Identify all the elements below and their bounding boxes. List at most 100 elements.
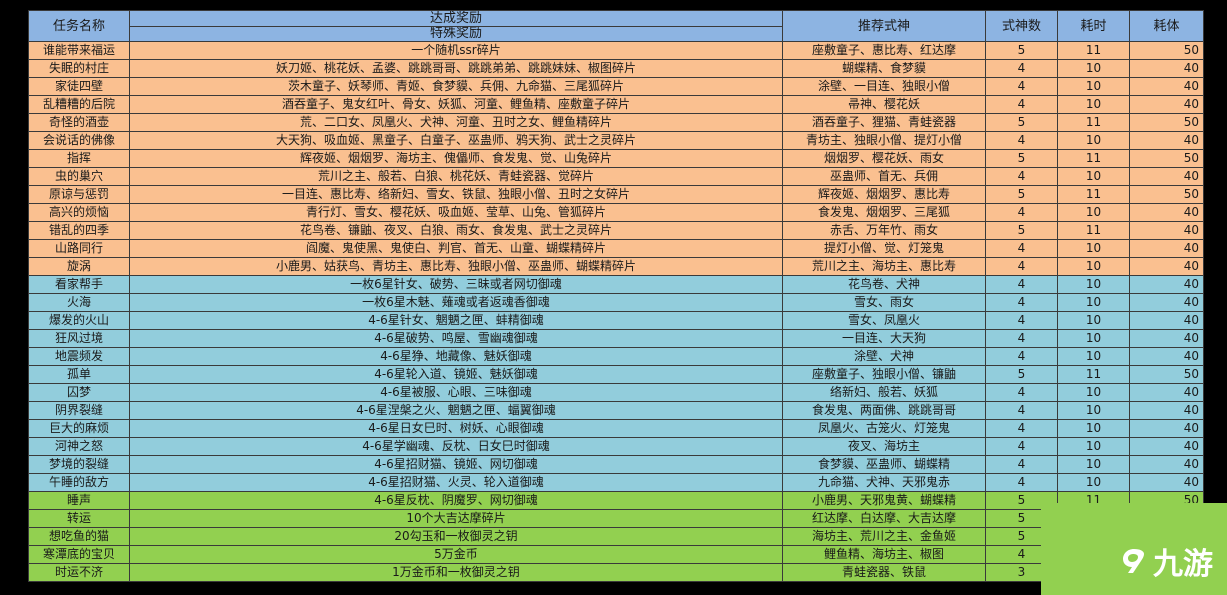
cell-count: 5 bbox=[985, 491, 1058, 510]
cell-reward: 4-6星学幽魂、反枕、日女巳时御魂 bbox=[129, 437, 783, 456]
cell-count: 4 bbox=[985, 437, 1058, 456]
cell-recommend: 提灯小僧、觉、灯笼鬼 bbox=[782, 239, 986, 258]
cell-recommend: 青坊主、独眼小僧、提灯小僧 bbox=[782, 131, 986, 150]
table-row: 睡声 4-6星反枕、阴魔罗、网切御魂 小鹿男、天邪鬼黄、蝴蝶精 5 11 50 bbox=[28, 491, 1204, 510]
col-header-stamina: 耗体 bbox=[1129, 10, 1204, 42]
cell-reward: 一个随机ssr碎片 bbox=[129, 41, 783, 60]
cell-name: 高兴的烦恼 bbox=[28, 203, 130, 222]
cell-reward: 4-6星被服、心眼、三味御魂 bbox=[129, 383, 783, 402]
cell-stamina: 50 bbox=[1129, 365, 1204, 384]
cell-reward: 20勾玉和一枚御灵之钥 bbox=[129, 527, 783, 546]
cell-name: 囚梦 bbox=[28, 383, 130, 402]
cell-count: 4 bbox=[985, 239, 1058, 258]
cell-time: 10 bbox=[1057, 131, 1130, 150]
cell-stamina: 40 bbox=[1129, 59, 1204, 78]
cell-time: 10 bbox=[1057, 473, 1130, 492]
cell-count: 4 bbox=[985, 59, 1058, 78]
cell-count: 4 bbox=[985, 347, 1058, 366]
watermark-text: 九游 bbox=[1153, 547, 1213, 582]
cell-name: 谁能带来福运 bbox=[28, 41, 130, 60]
cell-recommend: 荒川之主、海坊主、惠比寿 bbox=[782, 257, 986, 276]
cell-recommend: 鲤鱼精、海坊主、椒图 bbox=[782, 545, 986, 564]
table-row: 看家帮手 一枚6星针女、破势、三昧或者网切御魂 花鸟卷、犬神 4 10 40 bbox=[28, 275, 1204, 294]
cell-time: 10 bbox=[1057, 239, 1130, 258]
cell-name: 看家帮手 bbox=[28, 275, 130, 294]
cell-recommend: 巫蛊师、首无、兵佣 bbox=[782, 167, 986, 186]
cell-reward: 花鸟卷、镰鼬、夜叉、白狼、雨女、食发鬼、武士之灵碎片 bbox=[129, 221, 783, 240]
cell-name: 睡声 bbox=[28, 491, 130, 510]
cell-count: 5 bbox=[985, 185, 1058, 204]
cell-recommend: 络新妇、般若、妖狐 bbox=[782, 383, 986, 402]
cell-recommend: 凤凰火、古笼火、灯笼鬼 bbox=[782, 419, 986, 438]
cell-reward: 辉夜姬、烟烟罗、海坊主、傀儡师、食发鬼、觉、山兔碎片 bbox=[129, 149, 783, 168]
cell-time: 10 bbox=[1057, 347, 1130, 366]
cell-name: 失眠的村庄 bbox=[28, 59, 130, 78]
cell-reward: 一枚6星木魅、薙魂或者返魂香御魂 bbox=[129, 293, 783, 312]
table-row: 谁能带来福运 一个随机ssr碎片 座敷童子、惠比寿、红达摩 5 11 50 bbox=[28, 41, 1204, 60]
cell-count: 5 bbox=[985, 113, 1058, 132]
cell-count: 4 bbox=[985, 401, 1058, 420]
table-row: 指挥 辉夜姬、烟烟罗、海坊主、傀儡师、食发鬼、觉、山兔碎片 烟烟罗、樱花妖、雨女 5 1… bbox=[28, 149, 1204, 168]
cell-recommend: 辉夜姬、烟烟罗、惠比寿 bbox=[782, 185, 986, 204]
reward-table: 任务名称 达成奖励 推荐式神 式神数 耗时 耗体 特殊奖励 谁能带来福运 一个随机… bbox=[28, 10, 1204, 582]
table-row: 狂风过境 4-6星破势、鸣屋、雪幽魂御魂 一目连、大天狗 4 10 40 bbox=[28, 329, 1204, 348]
cell-reward: 阎魔、鬼使黑、鬼使白、判官、首无、山童、蝴蝶精碎片 bbox=[129, 239, 783, 258]
table-row: 囚梦 4-6星被服、心眼、三味御魂 络新妇、般若、妖狐 4 10 40 bbox=[28, 383, 1204, 402]
cell-count: 4 bbox=[985, 257, 1058, 276]
cell-reward: 青行灯、雪女、樱花妖、吸血姬、莹草、山兔、管狐碎片 bbox=[129, 203, 783, 222]
table-row: 时运不济 1万金币和一枚御灵之钥 青蛙瓷器、铁鼠 3 bbox=[28, 563, 1204, 582]
cell-time: 11 bbox=[1057, 185, 1130, 204]
cell-count: 5 bbox=[985, 149, 1058, 168]
cell-stamina: 40 bbox=[1129, 347, 1204, 366]
cell-time: 10 bbox=[1057, 203, 1130, 222]
cell-stamina: 50 bbox=[1129, 149, 1204, 168]
cell-name: 虫的巢穴 bbox=[28, 167, 130, 186]
table-row: 河神之怒 4-6星学幽魂、反枕、日女巳时御魂 夜叉、海坊主 4 10 40 bbox=[28, 437, 1204, 456]
cell-name: 会说话的佛像 bbox=[28, 131, 130, 150]
cell-count: 4 bbox=[985, 311, 1058, 330]
cell-stamina: 50 bbox=[1129, 113, 1204, 132]
cell-recommend: 食发鬼、两面佛、跳跳哥哥 bbox=[782, 401, 986, 420]
cell-time: 10 bbox=[1057, 95, 1130, 114]
table-row: 虫的巢穴 荒川之主、般若、白狼、桃花妖、青蛙瓷器、觉碎片 巫蛊师、首无、兵佣 4 10 4… bbox=[28, 167, 1204, 186]
cell-stamina: 40 bbox=[1129, 293, 1204, 312]
table-row: 火海 一枚6星木魅、薙魂或者返魂香御魂 雪女、雨女 4 10 40 bbox=[28, 293, 1204, 312]
cell-stamina: 40 bbox=[1129, 221, 1204, 240]
cell-reward: 10个大吉达摩碎片 bbox=[129, 509, 783, 528]
table-row: 家徒四壁 茨木童子、妖琴师、青姬、食梦貘、兵佣、九命猫、三尾狐碎片 涂壁、一目连、独… bbox=[28, 77, 1204, 96]
cell-time: 10 bbox=[1057, 419, 1130, 438]
table-row: 孤单 4-6星轮入道、镜姬、魅妖御魂 座敷童子、独眼小僧、镰鼬 5 11 50 bbox=[28, 365, 1204, 384]
cell-time: 11 bbox=[1057, 41, 1130, 60]
cell-stamina: 40 bbox=[1129, 239, 1204, 258]
cell-time: 10 bbox=[1057, 275, 1130, 294]
cell-reward: 一目连、惠比寿、络新妇、雪女、铁鼠、独眼小僧、丑时之女碎片 bbox=[129, 185, 783, 204]
cell-time: 10 bbox=[1057, 293, 1130, 312]
cell-reward: 5万金币 bbox=[129, 545, 783, 564]
cell-recommend: 蝴蝶精、食梦貘 bbox=[782, 59, 986, 78]
table-row: 会说话的佛像 大天狗、吸血姬、黑童子、白童子、巫蛊师、鸦天狗、武士之灵碎片 青坊主、… bbox=[28, 131, 1204, 150]
cell-reward: 4-6星轮入道、镜姬、魅妖御魂 bbox=[129, 365, 783, 384]
table-row: 失眠的村庄 妖刀姬、桃花妖、孟婆、跳跳哥哥、跳跳弟弟、跳跳妹妹、椒图碎片 蝴蝶精、食… bbox=[28, 59, 1204, 78]
cell-stamina: 40 bbox=[1129, 311, 1204, 330]
cell-recommend: 食发鬼、烟烟罗、三尾狐 bbox=[782, 203, 986, 222]
cell-recommend: 帚神、樱花妖 bbox=[782, 95, 986, 114]
table-row: 错乱的四季 花鸟卷、镰鼬、夜叉、白狼、雨女、食发鬼、武士之灵碎片 赤舌、万年竹、雨女… bbox=[28, 221, 1204, 240]
cell-stamina: 40 bbox=[1129, 257, 1204, 276]
cell-count: 4 bbox=[985, 329, 1058, 348]
cell-stamina: 40 bbox=[1129, 329, 1204, 348]
cell-stamina: 40 bbox=[1129, 77, 1204, 96]
cell-reward: 一枚6星针女、破势、三昧或者网切御魂 bbox=[129, 275, 783, 294]
cell-stamina: 40 bbox=[1129, 401, 1204, 420]
cell-name: 想吃鱼的猫 bbox=[28, 527, 130, 546]
cell-time: 11 bbox=[1057, 149, 1130, 168]
table-row: 阴界裂缝 4-6星涅槃之火、魍魉之匣、蝠翼御魂 食发鬼、两面佛、跳跳哥哥 4 10 40 bbox=[28, 401, 1204, 420]
cell-reward: 1万金币和一枚御灵之钥 bbox=[129, 563, 783, 582]
cell-stamina: 50 bbox=[1129, 41, 1204, 60]
cell-reward: 4-6星针女、魍魉之匣、蚌精御魂 bbox=[129, 311, 783, 330]
col-header-name: 任务名称 bbox=[28, 10, 130, 42]
cell-time: 10 bbox=[1057, 77, 1130, 96]
cell-stamina: 40 bbox=[1129, 419, 1204, 438]
cell-stamina: 40 bbox=[1129, 455, 1204, 474]
cell-name: 家徒四壁 bbox=[28, 77, 130, 96]
watermark-logo: 九游 bbox=[1119, 539, 1213, 583]
